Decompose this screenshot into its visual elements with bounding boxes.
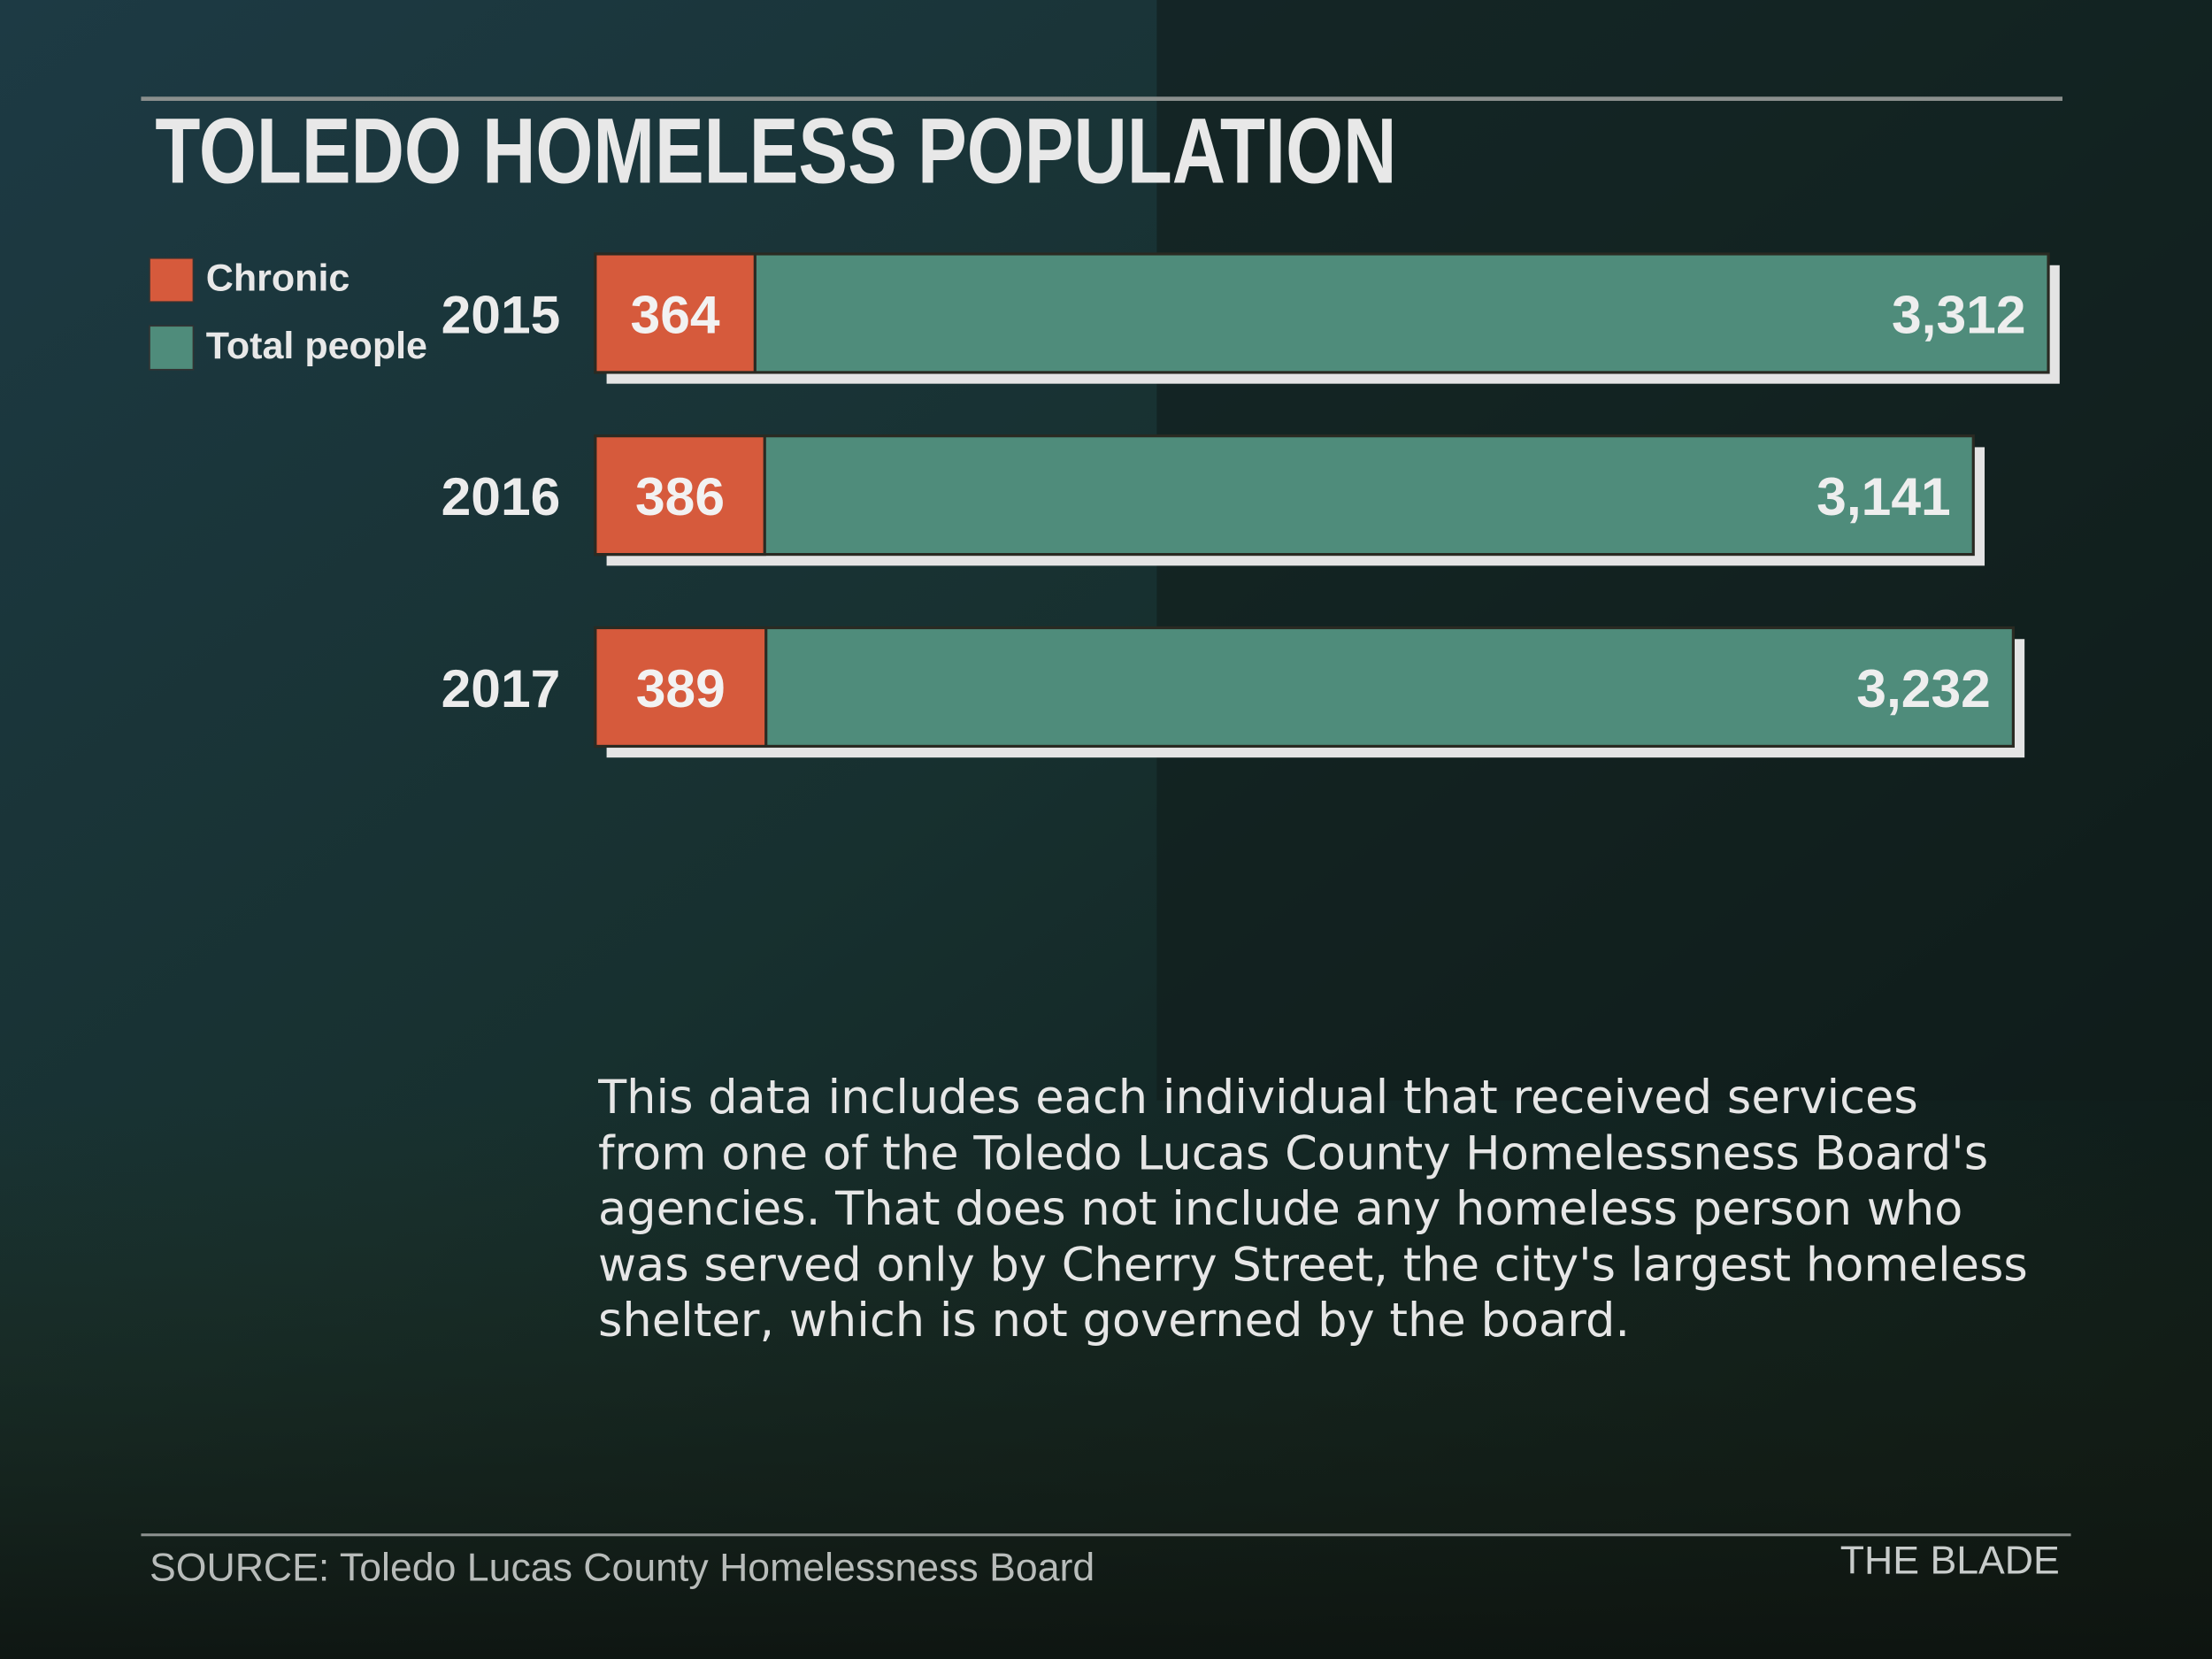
bar: [594, 252, 757, 374]
bar: [594, 626, 768, 749]
category-label: 2015: [442, 284, 561, 344]
value-label: 386: [635, 466, 725, 526]
category-label: 2016: [442, 466, 561, 526]
bar: [594, 434, 766, 557]
value-label: 3,141: [1816, 466, 1951, 526]
bar: [594, 252, 2050, 374]
bar: [594, 626, 2015, 749]
background-ground: [0, 1100, 2212, 1659]
chart-title: TOLEDO HOMELESS POPULATION: [155, 99, 1396, 203]
credit: THE BLADE: [1840, 1539, 2060, 1582]
value-label: 389: [636, 658, 726, 718]
legend-swatch: [149, 325, 195, 371]
value-label: 364: [631, 284, 720, 344]
legend-swatch: [149, 257, 195, 303]
note-box: This data includes each individual that …: [598, 1069, 2028, 1348]
source: SOURCE: Toledo Lucas County Homelessness…: [150, 1546, 1094, 1589]
legend-label: Chronic: [206, 257, 350, 300]
category-label: 2017: [442, 658, 561, 718]
note: This data includes each individual that …: [598, 1069, 2028, 1348]
legend-label: Total people: [206, 325, 427, 367]
bar: [594, 434, 1975, 557]
value-label: 3,312: [1892, 284, 2026, 344]
value-label: 3,232: [1856, 658, 1991, 718]
